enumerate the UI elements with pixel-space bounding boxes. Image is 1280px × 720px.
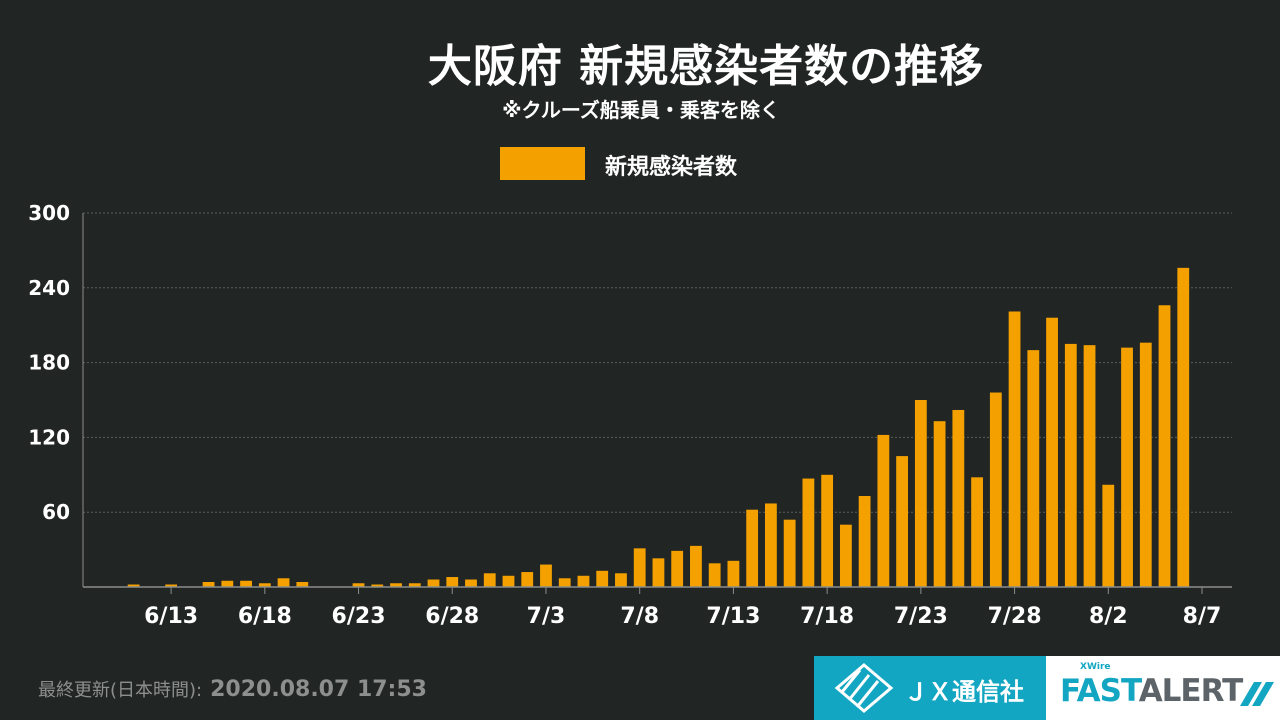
chart-title: 大阪府 新規感染者数の推移 [427,41,985,92]
y-tick-label: 300 [28,201,70,225]
bar [858,495,871,587]
bar [971,477,983,587]
last-updated-timestamp: 2020.08.07 17:53 [210,677,427,702]
y-tick-label: 120 [28,425,70,449]
bar [1083,345,1096,587]
bar [877,434,890,587]
bar [258,583,271,587]
x-tick-label: 6/18 [238,604,292,629]
last-updated-label: 最終更新(日本時間): [38,680,203,701]
last-updated: 最終更新(日本時間): 2020.08.07 17:53 [38,676,427,702]
bar [221,580,234,587]
bar [408,583,421,587]
bar [802,478,815,587]
x-tick-label: 6/23 [332,604,386,629]
gridlines [83,212,1232,513]
bar [708,563,721,587]
jx-logo-panel: ＪＸ通信社 [814,656,1046,720]
bar [746,509,759,587]
bar [933,421,946,587]
legend-swatch [500,147,585,180]
bar [671,550,684,587]
bar [896,456,909,587]
bar [427,579,440,587]
bar [839,524,852,587]
bar [1027,350,1040,587]
bar [727,560,740,587]
bar [277,578,290,587]
x-tick-label: 6/13 [144,604,198,629]
bar [821,474,834,587]
bar [240,580,252,587]
jx-logo-icon [834,663,894,713]
legend-label: 新規感染者数 [605,155,738,180]
bar [1102,484,1115,587]
y-tick-label: 60 [42,500,70,524]
bar [558,578,571,587]
bar [296,582,309,587]
bar [540,564,552,587]
bar [577,575,590,587]
fastalert-logo-text: FASTALERT [1060,673,1244,709]
bar [1121,347,1133,587]
bar [371,584,384,587]
bar [615,573,627,587]
x-axis: 6/13 6/18 6/23 6/28 7/3 7/8 7/13 7/18 7/23 7/28 8/… [83,586,1232,629]
y-tick-label: 240 [28,276,70,300]
x-tick-label: 7/8 [620,604,659,629]
bar [483,573,496,587]
bar [914,400,927,587]
bar [989,392,1002,587]
bar [502,575,515,587]
fastalert-mark-icon [1240,682,1274,706]
fastalert-fast: FAST [1060,673,1140,709]
bar [127,584,140,587]
bar [1064,343,1077,587]
x-tick-label: 7/3 [527,604,566,629]
bar [633,548,646,587]
bars [127,267,1190,587]
bar [596,570,609,587]
bar [1177,267,1190,587]
jx-logo-text: ＪＸ通信社 [904,678,1024,706]
bar [446,577,459,587]
y-tick-label: 180 [28,351,70,375]
bar [1139,342,1152,587]
bar [1046,317,1058,587]
bar [1158,305,1171,587]
bar [952,409,965,587]
bar [521,572,534,587]
x-tick-label: 7/28 [988,604,1042,629]
y-axis: 60 120 180 240 300 [28,201,84,587]
bar [764,503,777,587]
bar [352,583,365,587]
bar [783,519,796,587]
x-tick-label: 7/23 [894,604,948,629]
bar [465,579,477,587]
bar [390,583,402,587]
bar [690,545,702,587]
bar [202,582,215,587]
bar [165,584,178,587]
x-tick-label: 6/28 [425,604,479,629]
bar [1008,311,1021,587]
x-tick-label: 8/2 [1089,604,1128,629]
fastalert-logo-panel: XWire FASTALERT [1046,656,1280,720]
fastalert-alert: ALERT [1138,673,1244,709]
chart-subtitle: ※クルーズ船乗員・乗客を除く [502,98,780,122]
x-tick-label: 8/7 [1183,604,1222,629]
fastalert-xwire-text: XWire [1080,662,1111,672]
bar [652,558,665,587]
x-tick-label: 7/18 [800,604,854,629]
x-tick-label: 7/13 [706,604,760,629]
